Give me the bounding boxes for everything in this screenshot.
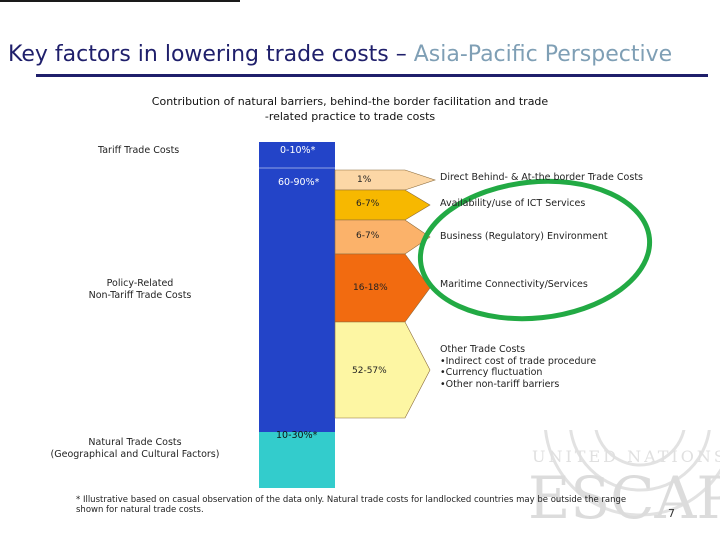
segment-range-business: 6-7% — [356, 231, 380, 241]
natural-range-label: 10-30%* — [276, 430, 318, 441]
segment-range-maritime: 16-18% — [353, 283, 388, 293]
other-trade-costs-list: Other Trade Costs •Indirect cost of trad… — [440, 344, 596, 390]
segment-label-ict: Availability/use of ICT Services — [440, 198, 586, 209]
top-rule — [0, 0, 240, 2]
segment-label-direct: Direct Behind- & At-the border Trade Cos… — [440, 172, 643, 183]
footnote-line-1: * Illustrative based on casual observati… — [76, 495, 627, 505]
segment-maritime — [334, 253, 431, 323]
diagram-subtitle: Contribution of natural barriers, behind… — [100, 94, 600, 124]
un-emblem-icon — [544, 430, 720, 517]
policy-related-label: Policy-Related Non-Tariff Trade Costs — [70, 278, 210, 302]
other-item-2: •Currency fluctuation — [440, 367, 543, 378]
footnote: * Illustrative based on casual observati… — [76, 495, 636, 515]
title-accent: Asia-Pacific Perspective — [413, 42, 673, 67]
highlight-ellipse — [417, 178, 653, 322]
subtitle-line-1: Contribution of natural barriers, behind… — [151, 95, 549, 108]
natural-label-line-1: Natural Trade Costs — [88, 437, 182, 448]
page-number: 7 — [668, 507, 675, 520]
other-item-1: •Indirect cost of trade procedure — [440, 355, 597, 367]
escap-watermark: UNITED NATIONS ESCAP — [528, 430, 720, 532]
segment-ict-services — [334, 189, 431, 221]
segment-label-other: Other Trade Costs — [440, 344, 526, 355]
segment-direct-costs — [334, 169, 436, 191]
segment-label-maritime: Maritime Connectivity/Services — [440, 279, 588, 290]
title-underline — [36, 74, 708, 77]
policy-label-line-2: Non-Tariff Trade Costs — [88, 290, 192, 301]
other-item-3: •Other non-tariff barriers — [440, 378, 560, 390]
policy-label-line-1: Policy-Related — [106, 278, 174, 289]
segment-range-ict: 6-7% — [356, 199, 380, 209]
watermark-line-1: UNITED NATIONS — [532, 447, 720, 466]
footnote-line-2: shown for natural trade costs. — [76, 505, 204, 515]
segment-range-other: 52-57% — [352, 366, 387, 376]
policy-range-label: 60-90%* — [278, 177, 320, 188]
segment-other-trade-costs — [334, 321, 431, 419]
segment-range-direct: 1% — [357, 175, 372, 185]
subtitle-line-2: -related practice to trade costs — [264, 110, 436, 123]
natural-column-block — [259, 432, 335, 488]
natural-trade-costs-label: Natural Trade Costs (Geographical and Cu… — [40, 437, 230, 461]
title-main: Key factors in lowering trade costs — [8, 42, 389, 67]
title-dash: – — [388, 42, 414, 67]
tariff-range-label: 0-10%* — [280, 145, 316, 156]
tariff-policy-column — [259, 142, 335, 432]
slide-title: Key factors in lowering trade costs – As… — [8, 42, 718, 67]
segment-business-environment — [334, 219, 431, 255]
watermark-line-2: ESCAP — [528, 464, 720, 532]
tariff-trade-costs-label: Tariff Trade Costs — [98, 145, 180, 156]
natural-label-line-2: (Geographical and Cultural Factors) — [50, 449, 220, 460]
segment-label-business: Business (Regulatory) Environment — [440, 231, 608, 242]
